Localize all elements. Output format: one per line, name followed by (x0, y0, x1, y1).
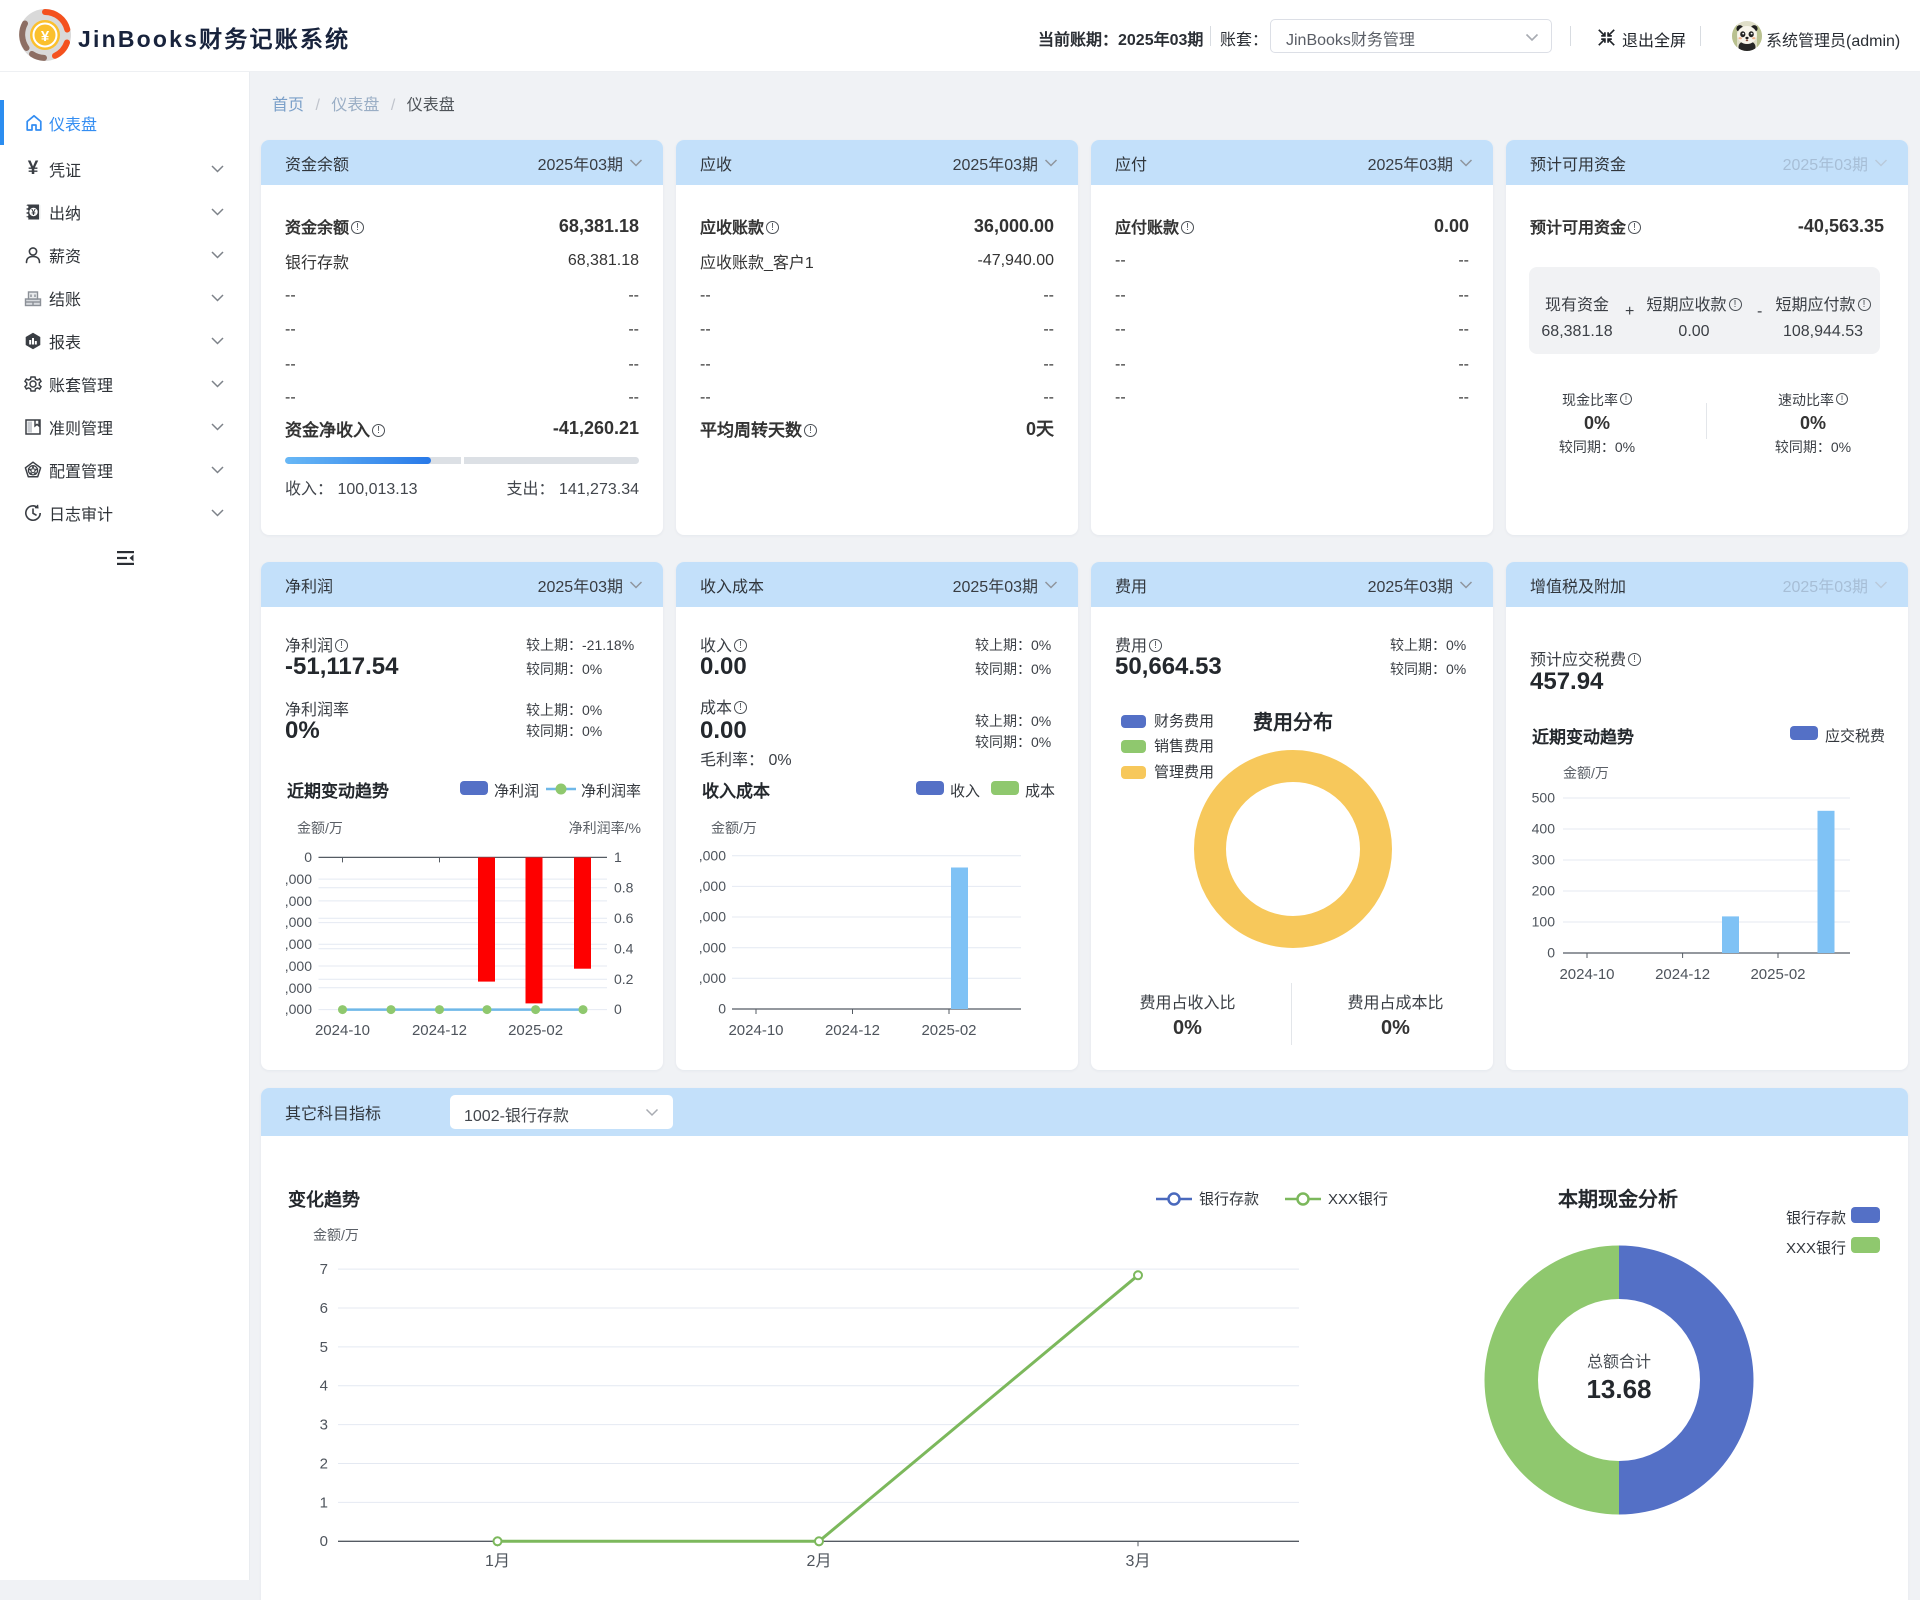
svg-text:2024-10: 2024-10 (728, 1022, 783, 1039)
svg-text:金额/万: 金额/万 (297, 820, 343, 836)
svg-text:2024-10: 2024-10 (315, 1022, 370, 1039)
svg-text:4: 4 (320, 1378, 328, 1395)
svg-text:300: 300 (1532, 851, 1556, 867)
svg-text:总额合计: 总额合计 (1587, 1353, 1651, 1371)
svg-text:,000: ,000 (285, 980, 312, 996)
svg-text:净利润率/%: 净利润率/% (569, 820, 641, 836)
svg-text:2025-02: 2025-02 (1750, 966, 1805, 983)
svg-text:,000: ,000 (285, 914, 312, 930)
svg-text:2: 2 (320, 1456, 328, 1473)
svg-text:3月: 3月 (1126, 1553, 1151, 1570)
svg-text:2025-02: 2025-02 (508, 1022, 563, 1039)
svg-text:100: 100 (1532, 913, 1556, 929)
svg-text:0: 0 (718, 1001, 726, 1017)
svg-text:6: 6 (320, 1300, 328, 1317)
svg-text:0: 0 (1547, 944, 1555, 960)
svg-text:0: 0 (614, 1001, 622, 1017)
svg-text:1月: 1月 (485, 1553, 510, 1570)
svg-text:7: 7 (320, 1261, 328, 1278)
svg-text:,000: ,000 (699, 847, 726, 863)
svg-text:0.2: 0.2 (614, 971, 634, 987)
svg-text:0: 0 (320, 1533, 328, 1550)
svg-text:400: 400 (1532, 820, 1556, 836)
svg-text:¥: ¥ (41, 28, 50, 45)
svg-text:,000: ,000 (285, 936, 312, 952)
svg-text:,000: ,000 (285, 958, 312, 974)
svg-text:1: 1 (320, 1494, 328, 1511)
svg-text:13.68: 13.68 (1586, 1374, 1651, 1404)
svg-text:,000: ,000 (285, 871, 312, 887)
svg-text:200: 200 (1532, 882, 1556, 898)
svg-text:,000: ,000 (285, 1001, 312, 1017)
svg-text:2月: 2月 (807, 1553, 832, 1570)
svg-text:2024-12: 2024-12 (412, 1022, 467, 1039)
svg-text:¥: ¥ (31, 208, 36, 217)
svg-text:2024-12: 2024-12 (825, 1022, 880, 1039)
svg-text:金额/万: 金额/万 (313, 1227, 359, 1243)
svg-text:0.6: 0.6 (614, 910, 634, 926)
svg-text:金额/万: 金额/万 (711, 820, 757, 836)
svg-text:2025-02: 2025-02 (921, 1022, 976, 1039)
svg-text:,000: ,000 (699, 878, 726, 894)
svg-text:金额/万: 金额/万 (1563, 765, 1609, 781)
svg-text:1: 1 (614, 849, 622, 865)
svg-text:2024-10: 2024-10 (1559, 966, 1614, 983)
svg-text:3: 3 (320, 1417, 328, 1434)
svg-text:0: 0 (304, 849, 312, 865)
svg-text:5: 5 (320, 1339, 328, 1356)
svg-text:,000: ,000 (699, 939, 726, 955)
svg-text:,000: ,000 (285, 893, 312, 909)
svg-text:2024-12: 2024-12 (1655, 966, 1710, 983)
svg-text:0.8: 0.8 (614, 880, 634, 896)
svg-text:,000: ,000 (699, 909, 726, 925)
svg-text:,000: ,000 (699, 970, 726, 986)
svg-text:500: 500 (1532, 789, 1556, 805)
svg-text:0.4: 0.4 (614, 941, 634, 957)
